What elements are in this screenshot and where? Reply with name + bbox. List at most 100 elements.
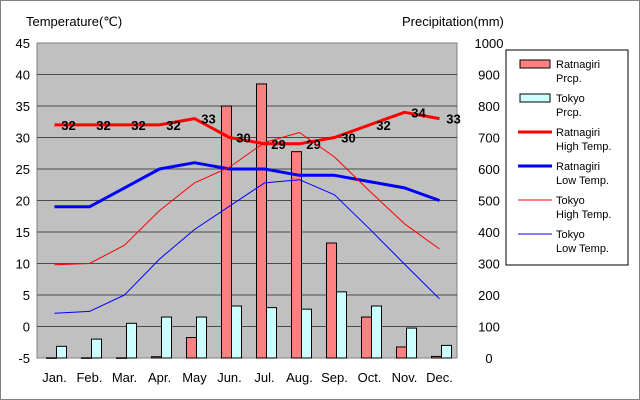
- bar-series-ratnagiri-prcp: [46, 83, 442, 359]
- legend-label: Tokyo: [556, 195, 585, 207]
- legend-label: Low Temp.: [556, 175, 609, 187]
- legend-label: Prcp.: [556, 73, 582, 85]
- tokyo-low-line: [54, 179, 440, 314]
- bar: [396, 346, 407, 359]
- right-tick-label: 500: [478, 194, 500, 209]
- data-label: 32: [376, 118, 390, 133]
- bar: [116, 357, 127, 359]
- data-label: 33: [201, 112, 215, 127]
- bar: [196, 316, 207, 359]
- bar-series-tokyo-prcp: [56, 291, 452, 359]
- legend-tokyo-prcp: Tokyo Prcp.: [519, 93, 585, 119]
- left-tick-label: 45: [16, 36, 30, 51]
- right-tick-label: 800: [478, 99, 500, 114]
- legend-label: Ratnagiri: [556, 59, 600, 71]
- legend-swatch: [519, 59, 551, 69]
- right-tick-label: 0: [485, 351, 492, 366]
- left-tick-label: 40: [16, 68, 30, 83]
- legend-swatch: [519, 93, 551, 103]
- right-tick-label: 100: [478, 320, 500, 335]
- right-tick-label: 200: [478, 288, 500, 303]
- tokyo-low-line-group: [54, 179, 440, 314]
- data-label: 32: [131, 118, 145, 133]
- left-tick-label: 10: [16, 257, 30, 272]
- bar: [291, 151, 302, 359]
- bar: [371, 305, 382, 359]
- bar: [221, 105, 232, 359]
- right-tick-label: 300: [478, 257, 500, 272]
- legend-label: Ratnagiri: [556, 127, 600, 139]
- data-label: 29: [271, 137, 285, 152]
- legend-label: High Temp.: [556, 141, 611, 153]
- left-axis-title: Temperature(℃): [26, 14, 122, 29]
- left-tick-label: 30: [16, 131, 30, 146]
- x-tick-label: Oct.: [358, 370, 382, 385]
- left-tick-label: 35: [16, 99, 30, 114]
- right-tick-label: 1000: [475, 36, 504, 51]
- legend-ratnagiri-prcp: Ratnagiri Prcp.: [519, 59, 600, 85]
- bar: [326, 242, 337, 359]
- x-axis-ticks: Jan. Feb. Mar. Apr. May Jun. Jul. Aug. Sep. Oct. N…: [42, 370, 453, 385]
- left-tick-label: -5: [18, 351, 30, 366]
- gridlines: [37, 74, 457, 327]
- bar: [266, 307, 277, 359]
- data-label: 30: [236, 131, 250, 146]
- tokyo-high-line-group: [54, 132, 440, 266]
- left-tick-label: 0: [23, 320, 30, 335]
- legend: Ratnagiri Prcp. Tokyo Prcp. Ratnagiri High Te…: [505, 49, 629, 266]
- data-label: 33: [446, 112, 460, 127]
- legend-label: Ratnagiri: [556, 161, 600, 173]
- x-tick-label: Jan.: [42, 370, 67, 385]
- left-tick-label: 5: [23, 288, 30, 303]
- data-label: 32: [61, 118, 75, 133]
- bar: [336, 291, 347, 359]
- data-label: 34: [411, 105, 426, 120]
- legend-box: [505, 49, 629, 266]
- ratnagiri-low-line-group: [54, 161, 441, 209]
- left-tick-label: 20: [16, 194, 30, 209]
- data-label: 32: [166, 118, 180, 133]
- bar: [361, 316, 372, 359]
- left-axis-ticks: -5 0 5 10 15 20 25 30 35 40 45: [16, 36, 30, 366]
- data-label: 29: [306, 137, 320, 152]
- legend-label: Tokyo: [556, 229, 585, 241]
- bar: [406, 327, 417, 359]
- x-tick-label: Sep.: [321, 370, 348, 385]
- left-tick-label: 25: [16, 162, 30, 177]
- bar: [91, 338, 102, 359]
- bar: [431, 355, 442, 359]
- x-tick-label: Aug.: [286, 370, 313, 385]
- bar: [256, 83, 267, 359]
- right-tick-label: 700: [478, 131, 500, 146]
- legend-tokyo-high: Tokyo High Temp.: [518, 195, 611, 221]
- bar: [301, 308, 312, 359]
- legend-label: Low Temp.: [556, 243, 609, 255]
- bar: [81, 357, 92, 359]
- legend-label: Prcp.: [556, 107, 582, 119]
- bar: [161, 316, 172, 359]
- ratnagiri-high-line: [54, 110, 440, 146]
- left-tick-label: 15: [16, 225, 30, 240]
- right-tick-label: 900: [478, 68, 500, 83]
- bar: [56, 345, 67, 359]
- x-tick-label: Nov.: [392, 370, 418, 385]
- right-tick-label: 600: [478, 162, 500, 177]
- bar: [231, 305, 242, 359]
- legend-label: High Temp.: [556, 209, 611, 221]
- bar: [441, 344, 452, 359]
- x-tick-label: Jul.: [254, 370, 274, 385]
- x-tick-label: Apr.: [148, 370, 171, 385]
- right-tick-label: 400: [478, 225, 500, 240]
- bar: [151, 356, 162, 359]
- data-label: 30: [341, 131, 355, 146]
- bar: [186, 337, 197, 359]
- x-tick-label: Feb.: [76, 370, 102, 385]
- bar: [126, 322, 137, 359]
- legend-tokyo-low: Tokyo Low Temp.: [518, 229, 609, 255]
- legend-ratnagiri-low: Ratnagiri Low Temp.: [518, 161, 609, 187]
- legend-label: Tokyo: [556, 93, 585, 105]
- ratnagiri-low-line: [54, 161, 441, 209]
- right-axis-ticks: 0 100 200 300 400 500 600 700 800 900 1000: [475, 36, 504, 366]
- legend-ratnagiri-high: Ratnagiri High Temp.: [518, 127, 611, 153]
